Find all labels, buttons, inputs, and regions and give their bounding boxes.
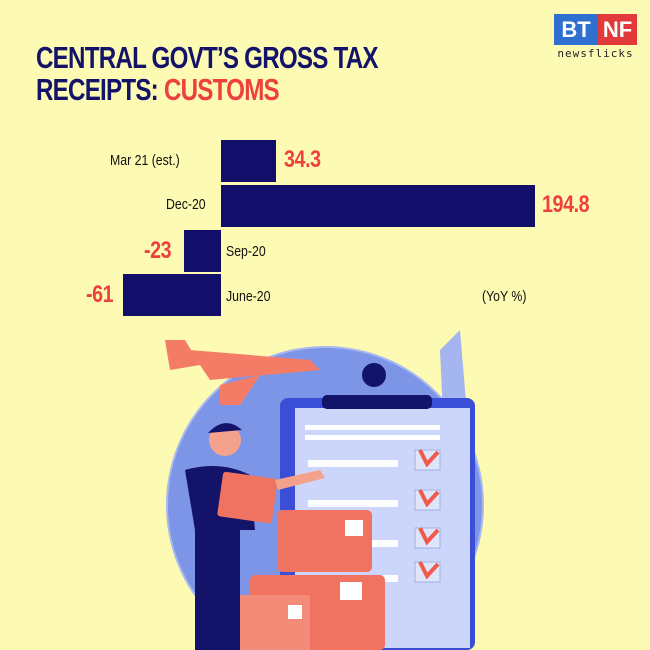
- btnf-logo: BT NF newsflicks: [554, 14, 637, 60]
- value-label: -61: [86, 281, 114, 308]
- page-title: CENTRAL GOVT’S GROSS TAX RECEIPTS: CUSTO…: [36, 40, 379, 107]
- logo-nf: NF: [598, 14, 637, 45]
- category-label: June-20: [226, 288, 271, 305]
- title-accent: CUSTOMS: [163, 72, 280, 107]
- bar: [221, 140, 276, 182]
- category-label: Sep-20: [226, 243, 266, 260]
- title-line-1: CENTRAL GOVT’S GROSS TAX: [36, 40, 379, 75]
- logo-bt: BT: [554, 14, 598, 45]
- logo-subtitle: newsflicks: [557, 47, 634, 60]
- bar: [184, 230, 221, 272]
- value-label: 34.3: [284, 146, 321, 173]
- title-line-2: RECEIPTS: CUSTOMS: [36, 72, 280, 107]
- unit-label: (YoY %): [482, 288, 527, 305]
- bar: [221, 185, 535, 227]
- customs-illustration-icon: [165, 330, 484, 650]
- category-label: Mar 21 (est.): [110, 152, 180, 169]
- category-label: Dec-20: [166, 196, 206, 213]
- value-label: 194.8: [542, 191, 590, 218]
- value-label: -23: [144, 237, 172, 264]
- bar: [123, 274, 221, 316]
